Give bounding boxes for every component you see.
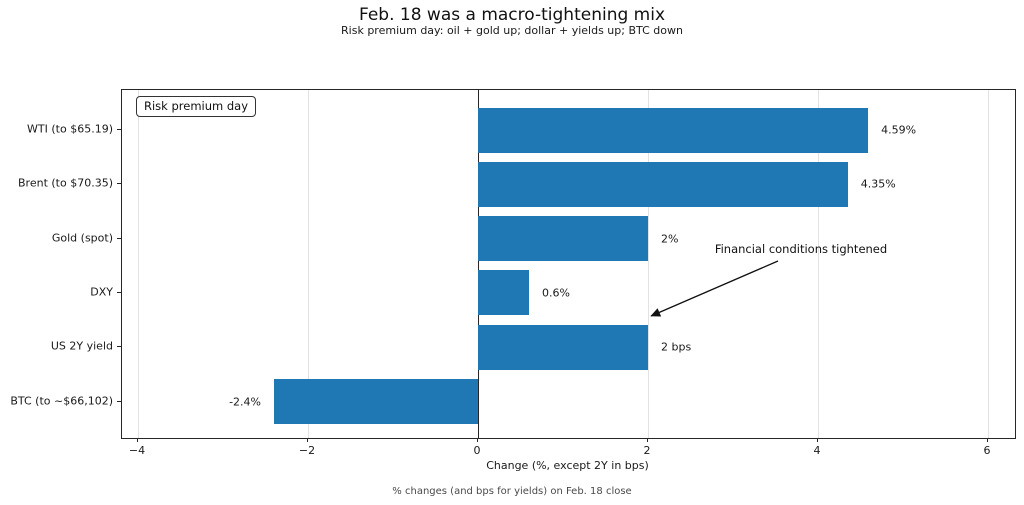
y-tick-mark [117,291,121,293]
bar-value-label: 2% [661,232,679,246]
x-tick-label: −2 [298,444,316,457]
bar-value-label: 0.6% [542,286,570,300]
y-tick-mark [117,400,121,402]
bar [478,161,848,207]
bar [478,107,869,153]
y-tick-mark [117,346,121,348]
gridline [308,90,309,438]
chart-subtitle: Risk premium day: oil + gold up; dollar … [341,24,683,37]
bar [478,324,648,370]
bar-value-label: 2 bps [661,340,692,354]
x-tick-mark [137,438,138,442]
annotation-label: Financial conditions tightened [714,242,888,256]
x-tick-label: −4 [128,444,146,457]
gridline [988,90,989,438]
bar [478,270,529,316]
x-tick-label: 6 [983,444,991,457]
x-tick-mark [817,438,818,442]
gridline [138,90,139,438]
x-tick-mark [647,438,648,442]
x-tick-label: 4 [813,444,821,457]
y-tick-label: BTC (to ~$66,102) [10,394,113,407]
zero-line [478,90,479,438]
x-tick-mark [987,438,988,442]
x-tick-label: 0 [473,444,481,457]
x-axis-label: Change (%, except 2Y in bps) [486,459,649,472]
y-tick-label: US 2Y yield [50,339,113,353]
y-tick-mark [117,237,121,239]
chart-title: Feb. 18 was a macro-tightening mix [358,5,666,25]
bar-value-label: -2.4% [229,395,261,408]
bar [274,379,478,424]
gridline [818,90,819,438]
y-tick-label: Gold (spot) [51,231,113,245]
x-tick-mark [307,438,308,442]
y-tick-label: WTI (to $65.19) [27,122,113,136]
bar-value-label: 4.35% [860,177,896,191]
y-tick-label: DXY [90,285,113,299]
x-tick-label: 2 [643,444,651,457]
plot-area: 4.59% 4.35% 2% 0.6% 2 bps -2.4% Risk premium … [121,89,1016,439]
legend-box: Risk premium day [136,96,257,117]
y-tick-label: Brent (to $70.35) [18,176,113,190]
chart-caption: % changes (and bps for yields) on Feb. 1… [392,486,632,497]
bar-value-label: 4.59% [881,123,917,137]
y-tick-mark [117,183,121,185]
y-tick-mark [117,129,121,130]
x-tick-mark [477,438,478,442]
bar [478,216,648,262]
gridline [648,90,649,438]
